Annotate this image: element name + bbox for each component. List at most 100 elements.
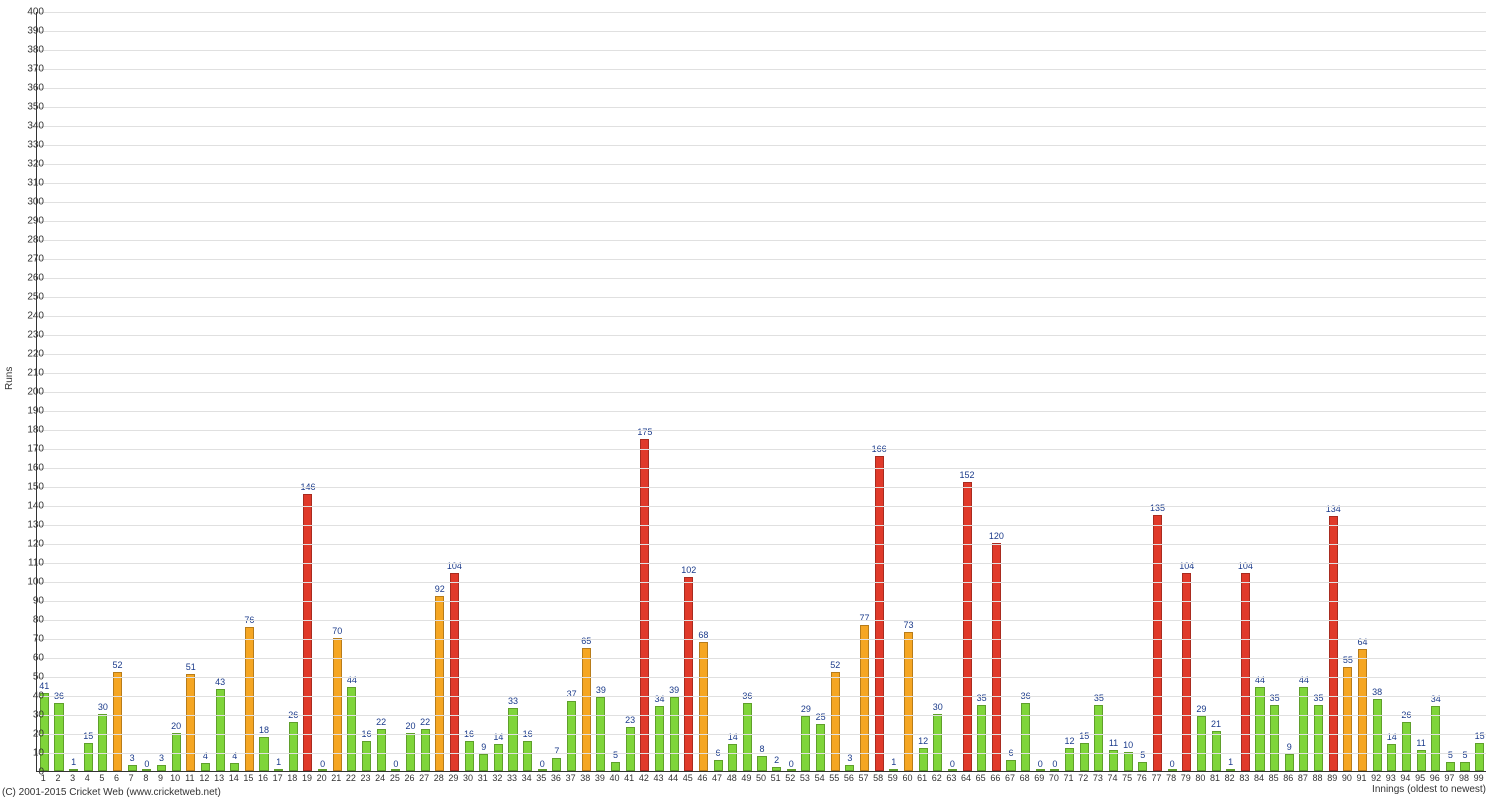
bar xyxy=(1138,762,1147,772)
gridline xyxy=(37,164,1486,165)
bar-value-label: 5 xyxy=(1131,750,1155,760)
x-tick-label: 21 xyxy=(329,773,343,783)
bar-value-label: 11 xyxy=(1409,738,1433,748)
gridline xyxy=(37,240,1486,241)
bar-value-label: 25 xyxy=(809,712,833,722)
x-tick-label: 70 xyxy=(1047,773,1061,783)
bar-value-label: 0 xyxy=(940,759,964,769)
bar xyxy=(992,543,1001,771)
gridline xyxy=(37,563,1486,564)
y-tick-label: 170 xyxy=(14,444,44,455)
bar xyxy=(1431,706,1440,771)
bar xyxy=(1153,515,1162,772)
bar xyxy=(494,744,503,771)
x-tick-label: 49 xyxy=(739,773,753,783)
x-tick-label: 72 xyxy=(1076,773,1090,783)
bar xyxy=(1168,769,1177,771)
bar-value-label: 175 xyxy=(633,427,657,437)
bar xyxy=(230,763,239,771)
bar-value-label: 22 xyxy=(413,717,437,727)
y-tick-label: 240 xyxy=(14,311,44,322)
x-tick-label: 85 xyxy=(1267,773,1281,783)
x-tick-label: 16 xyxy=(256,773,270,783)
x-tick-label: 68 xyxy=(1018,773,1032,783)
y-tick-label: 110 xyxy=(14,558,44,569)
bar xyxy=(406,733,415,771)
bar-value-label: 43 xyxy=(208,677,232,687)
bar xyxy=(743,703,752,771)
x-tick-label: 6 xyxy=(110,773,124,783)
bar-value-label: 15 xyxy=(1072,731,1096,741)
x-tick-label: 67 xyxy=(1003,773,1017,783)
gridline xyxy=(37,316,1486,317)
y-tick-label: 310 xyxy=(14,178,44,189)
bar-value-label: 152 xyxy=(955,470,979,480)
x-tick-label: 19 xyxy=(300,773,314,783)
x-tick-label: 73 xyxy=(1091,773,1105,783)
bar xyxy=(421,729,430,771)
gridline xyxy=(37,12,1486,13)
bar xyxy=(450,573,459,771)
gridline xyxy=(37,753,1486,754)
bar-value-label: 0 xyxy=(311,759,335,769)
bar-value-label: 9 xyxy=(472,742,496,752)
gridline xyxy=(37,107,1486,108)
bar-value-label: 33 xyxy=(501,696,525,706)
x-tick-label: 89 xyxy=(1325,773,1339,783)
runs-bar-chart: 4136115305230320514434761812614607044162… xyxy=(36,12,1486,772)
bar xyxy=(860,625,869,771)
gridline xyxy=(37,392,1486,393)
x-tick-label: 11 xyxy=(183,773,197,783)
x-tick-label: 25 xyxy=(388,773,402,783)
bar-value-label: 5 xyxy=(1453,750,1477,760)
bar xyxy=(567,701,576,771)
x-tick-label: 41 xyxy=(622,773,636,783)
bar xyxy=(1226,769,1235,771)
bar xyxy=(1036,769,1045,771)
x-tick-label: 83 xyxy=(1237,773,1251,783)
bar xyxy=(391,769,400,771)
x-tick-label: 47 xyxy=(710,773,724,783)
x-tick-label: 24 xyxy=(373,773,387,783)
y-tick-label: 220 xyxy=(14,349,44,360)
bar-value-label: 35 xyxy=(970,693,994,703)
x-tick-label: 30 xyxy=(461,773,475,783)
x-tick-label: 37 xyxy=(564,773,578,783)
y-tick-label: 270 xyxy=(14,254,44,265)
bar-value-label: 9 xyxy=(1277,742,1301,752)
bar-value-label: 23 xyxy=(618,715,642,725)
y-tick-label: 320 xyxy=(14,159,44,170)
bar-value-label: 1 xyxy=(882,757,906,767)
x-tick-label: 9 xyxy=(153,773,167,783)
gridline xyxy=(37,88,1486,89)
y-tick-label: 10 xyxy=(14,748,44,759)
x-tick-label: 52 xyxy=(783,773,797,783)
bar-value-label: 12 xyxy=(911,736,935,746)
bar xyxy=(640,439,649,772)
x-tick-label: 22 xyxy=(344,773,358,783)
bar-value-label: 39 xyxy=(662,685,686,695)
y-tick-label: 360 xyxy=(14,83,44,94)
bar-value-label: 1 xyxy=(1219,757,1243,767)
bar xyxy=(875,456,884,771)
x-tick-label: 43 xyxy=(651,773,665,783)
bar xyxy=(289,722,298,771)
x-tick-label: 84 xyxy=(1252,773,1266,783)
x-tick-label: 51 xyxy=(769,773,783,783)
x-tick-label: 3 xyxy=(66,773,80,783)
bar-value-label: 30 xyxy=(91,702,115,712)
x-tick-label: 17 xyxy=(271,773,285,783)
bar-value-label: 65 xyxy=(574,636,598,646)
y-tick-label: 370 xyxy=(14,64,44,75)
y-tick-label: 300 xyxy=(14,197,44,208)
y-tick-label: 200 xyxy=(14,387,44,398)
x-tick-label: 29 xyxy=(446,773,460,783)
y-tick-label: 260 xyxy=(14,273,44,284)
y-tick-label: 280 xyxy=(14,235,44,246)
bar xyxy=(274,769,283,771)
bar xyxy=(1387,744,1396,771)
y-tick-label: 390 xyxy=(14,26,44,37)
bar-value-label: 30 xyxy=(926,702,950,712)
gridline xyxy=(37,297,1486,298)
y-tick-label: 290 xyxy=(14,216,44,227)
